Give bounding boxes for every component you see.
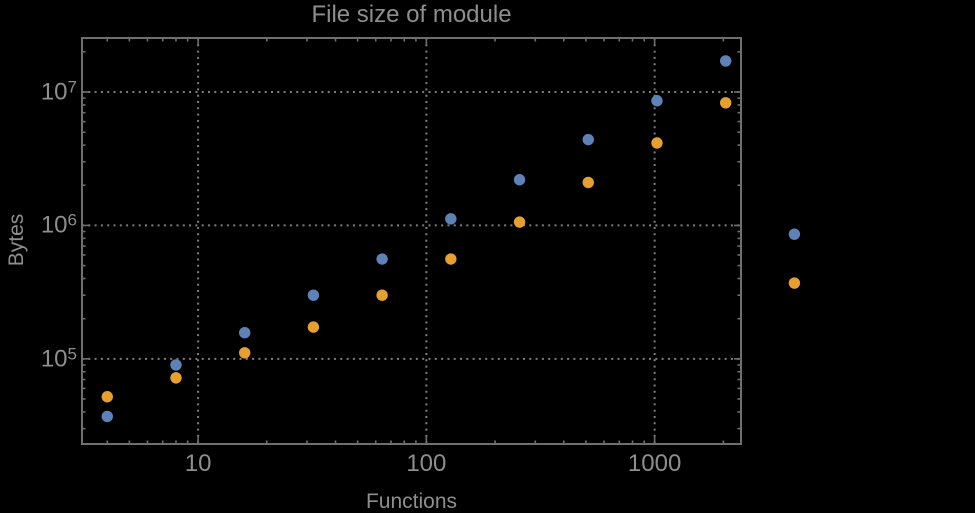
- data-point-blue-x4: [101, 410, 113, 423]
- data-point-orange-x128: [445, 253, 457, 265]
- data-point-blue-x128: [445, 213, 457, 225]
- data-point-blue-x4096: [788, 228, 801, 240]
- data-point-blue-x1024: [651, 95, 663, 107]
- y-tick-exponent: 7: [67, 77, 77, 97]
- y-tick-base: 10: [40, 78, 68, 106]
- x-tick-label-1000: 1000: [627, 450, 682, 477]
- y-tick-exponent: 6: [67, 210, 77, 230]
- x-tick-label-100: 100: [406, 450, 447, 477]
- plot-frame: [81, 37, 742, 445]
- data-point-blue-x2048: [719, 55, 732, 67]
- data-point-orange-x512: [582, 176, 594, 189]
- data-point-blue-x32: [307, 289, 320, 301]
- y-tick-exponent: 5: [67, 344, 77, 364]
- data-point-blue-x256: [513, 174, 526, 186]
- x-axis-label: Functions: [365, 490, 458, 513]
- data-point-blue-x16: [238, 327, 251, 339]
- y-tick-label-10^6: 106: [0, 211, 77, 240]
- data-point-orange-x256: [513, 216, 526, 228]
- chart-title: File size of module: [311, 1, 512, 28]
- x-tick-label-10: 10: [184, 450, 212, 477]
- data-point-orange-x8: [170, 372, 182, 384]
- y-tick-base: 10: [40, 345, 68, 373]
- y-tick-label-10^5: 105: [0, 344, 77, 373]
- data-point-orange-x4: [101, 391, 113, 403]
- y-tick-label-10^7: 107: [0, 78, 77, 107]
- data-point-orange-x16: [238, 347, 251, 359]
- data-point-orange-x4096: [788, 277, 801, 289]
- data-point-orange-x2048: [719, 97, 732, 109]
- data-point-orange-x32: [307, 321, 320, 333]
- y-tick-base: 10: [40, 211, 68, 239]
- data-point-blue-x8: [170, 359, 182, 371]
- data-point-blue-x512: [582, 133, 594, 146]
- data-point-orange-x64: [376, 289, 388, 301]
- data-point-blue-x64: [376, 253, 388, 265]
- data-point-orange-x1024: [651, 137, 663, 149]
